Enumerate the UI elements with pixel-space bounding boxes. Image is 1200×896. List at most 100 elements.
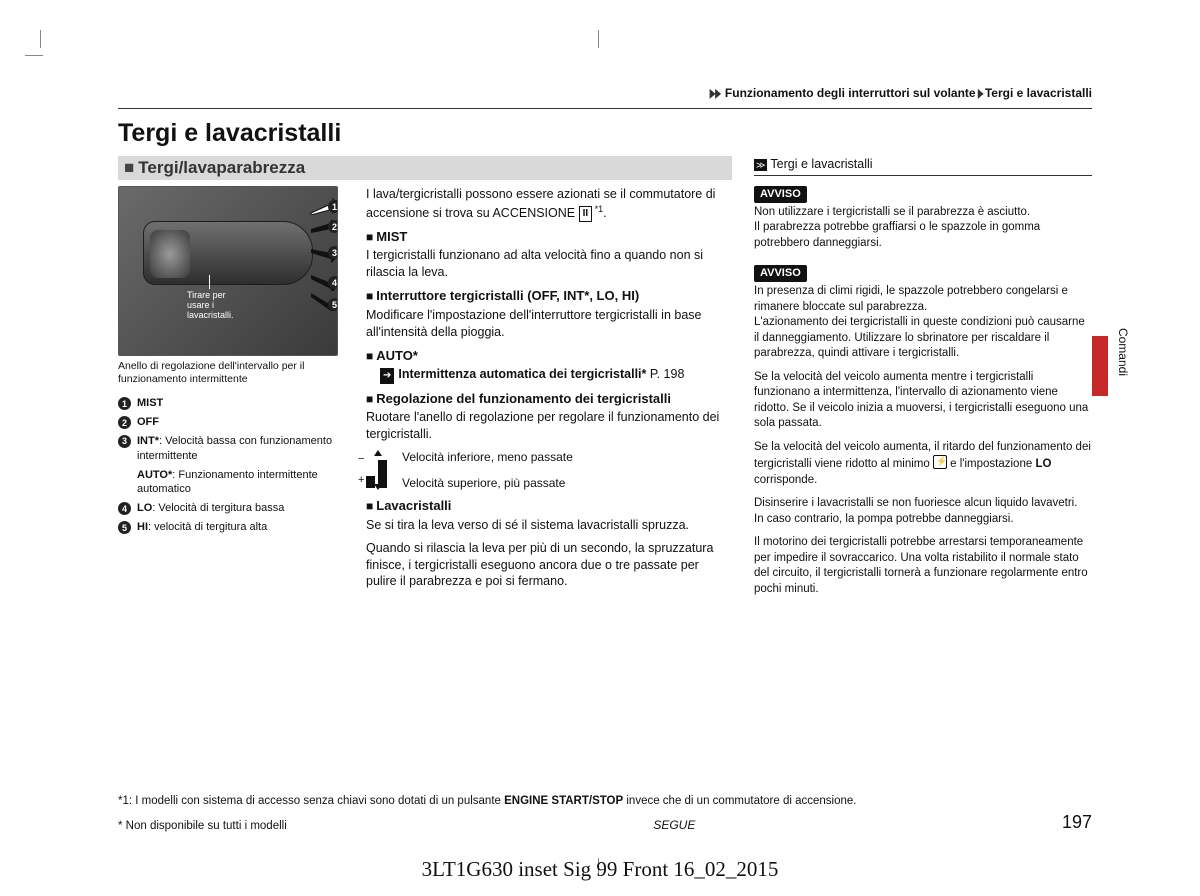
callout-badge-5: 5 [328, 298, 338, 311]
legend-bold: LO [137, 502, 152, 514]
chevron-right-icon: ▶ [977, 86, 983, 100]
square-bullet-icon: ■ [366, 289, 373, 303]
page-title: Tergi e lavacristalli [118, 119, 1092, 148]
square-bullet-icon: ■ [366, 499, 373, 513]
pull-label-l1: Tirare per [187, 290, 226, 300]
legend-row: 2OFF [118, 415, 348, 430]
pull-label-l3: lavacristalli. [187, 310, 234, 320]
chevron-right-icon: ▶▶ [710, 86, 721, 100]
diagram-column: Tirare per usare i lavacristalli. 1 2 3 [118, 186, 348, 596]
section-tab-label: Comandi [1116, 328, 1130, 376]
side-p2b: e l'impostazione [947, 458, 1036, 470]
washer-p1: Se si tira la leva verso di sé il sistem… [366, 517, 732, 534]
legend: 1MIST 2OFF 3 INT*: Velocità bassa con fun… [118, 396, 348, 535]
side-p2c: corrisponde. [754, 474, 817, 486]
divider [118, 108, 1092, 109]
badge-3: 3 [118, 435, 131, 448]
wiper-speed-icon [933, 455, 947, 469]
legend-bold: INT* [137, 435, 159, 447]
legend-row: 1MIST [118, 396, 348, 411]
square-bullet-icon: ■ [366, 392, 373, 406]
stalk-shape [143, 221, 313, 285]
crop-mark [25, 55, 43, 56]
intro-paragraph: I lava/tergicristalli possono essere azi… [366, 186, 732, 222]
auto-page-text: P. 198 [646, 367, 684, 381]
footnotes: *1: I modelli con sistema di accesso sen… [118, 794, 1092, 834]
triangle-up-icon [374, 450, 382, 456]
legend-bold: MIST [137, 397, 163, 409]
section-subhead: ■Tergi/lavaparabrezza [118, 156, 732, 180]
legend-row: 4 LO: Velocità di tergitura bassa [118, 501, 348, 516]
side-column: ≫Tergi e lavacristalli AVVISO Non utiliz… [754, 156, 1092, 605]
plus-icon: + [358, 473, 364, 488]
legend-row: 5 HI: velocità di tergitura alta [118, 520, 348, 535]
square-bullet-icon: ■ [366, 230, 373, 244]
square-bullet-icon: ■ [366, 349, 373, 363]
legend-bold: AUTO* [137, 469, 172, 481]
side-p3: Disinserire i lavacristalli se non fuori… [754, 496, 1092, 527]
regulation-paragraph: Ruotare l'anello di regolazione per rego… [366, 409, 732, 443]
wiper-stalk-diagram: Tirare per usare i lavacristalli. 1 2 3 [118, 186, 338, 356]
pull-label: Tirare per usare i lavacristalli. [187, 291, 267, 321]
triangle-down-icon [374, 484, 382, 490]
callout-badge-1: 1 [328, 200, 338, 213]
side-p4: Il motorino dei tergicristalli potrebbe … [754, 535, 1092, 597]
auto-ref-text: Intermittenza automatica dei tergicrista… [398, 367, 646, 381]
auto-heading: ■AUTO* [366, 347, 732, 365]
page-number: 197 [1062, 811, 1092, 834]
legend-text: : Velocità di tergitura bassa [152, 502, 284, 514]
print-signature: 3LT1G630 inset Sig 99 Front 16_02_2015 [0, 857, 1200, 882]
notice-badge: AVVISO [754, 186, 807, 203]
notice-1-text: Non utilizzare i tergicristalli se il pa… [754, 205, 1092, 252]
square-bullet-icon: ■ [124, 158, 134, 177]
legend-text: : Velocità bassa con funzionamento inter… [137, 435, 332, 462]
footnote-1: *1: I modelli con sistema di accesso sen… [118, 794, 1092, 809]
columns: ■Tergi/lavaparabrezza Tirare per usare i… [118, 156, 1092, 605]
section-tab [1092, 336, 1108, 396]
page-content: ▶▶Funzionamento degli interruttori sul v… [118, 86, 1092, 840]
legend-text: : velocità di tergitura alta [148, 521, 267, 533]
crop-mark [598, 30, 599, 48]
auto-crossref: ➔ Intermittenza automatica dei tergicrist… [366, 366, 732, 384]
breadcrumb-level2: Tergi e lavacristalli [985, 86, 1092, 100]
badge-4: 4 [118, 502, 131, 515]
fn1-rest: invece che di un commutatore di accensio… [623, 795, 856, 807]
minus-icon: − [358, 452, 364, 467]
side-heading-text: Tergi e lavacristalli [770, 157, 872, 171]
notice-2-text: In presenza di climi rigidi, le spazzole… [754, 284, 1092, 362]
double-chevron-icon: ≫ [754, 159, 767, 171]
auto-h-text: AUTO* [376, 348, 418, 363]
diagram-caption: Anello di regolazione dell'intervallo pe… [118, 360, 348, 386]
speed-low-label: Velocità inferiore, meno passate [402, 449, 573, 465]
segue-label: SEGUE [653, 818, 695, 834]
legend-row: 3 INT*: Velocità bassa con funzionamento … [118, 434, 348, 464]
washer-p2: Quando si rilascia la leva per più di un… [366, 540, 732, 591]
side-p1: Se la velocità del veicolo aumenta mentr… [754, 370, 1092, 432]
washer-heading: ■Lavacristalli [366, 497, 732, 515]
switch-paragraph: Modificare l'impostazione dell'interrutt… [366, 307, 732, 341]
speed-labels: Velocità inferiore, meno passate Velocit… [402, 449, 573, 491]
crossref-arrow-icon: ➔ [380, 368, 394, 384]
speed-high-label: Velocità superiore, più passate [402, 475, 573, 491]
breadcrumb: ▶▶Funzionamento degli interruttori sul v… [118, 86, 1092, 100]
badge-5: 5 [118, 521, 131, 534]
switch-h-text: Interruttore tergicristalli (OFF, INT*, … [376, 288, 639, 303]
intro-text: I lava/tergicristalli possono essere azi… [366, 187, 715, 220]
side-heading: ≫Tergi e lavacristalli [754, 156, 1092, 176]
mist-h-text: MIST [376, 229, 407, 244]
switch-heading: ■Interruttore tergicristalli (OFF, INT*,… [366, 287, 732, 305]
side-p2-lo: LO [1035, 458, 1051, 470]
notice-badge: AVVISO [754, 265, 807, 282]
legend-row: 3AUTO*: Funzionamento intermittente auto… [118, 468, 348, 498]
legend-bold: HI [137, 521, 148, 533]
reg-h-text: Regolazione del funzionamento dei tergic… [376, 391, 671, 406]
pull-label-l2: usare i [187, 300, 214, 310]
fn1-bold: ENGINE START/STOP [504, 795, 623, 807]
callout-badge-2: 2 [328, 220, 338, 233]
body-column: I lava/tergicristalli possono essere azi… [366, 186, 732, 596]
subhead-text: Tergi/lavaparabrezza [138, 158, 305, 177]
speed-icon: − + [366, 452, 388, 488]
crop-mark [40, 30, 41, 48]
speed-diagram: − + Velocità inferiore, meno passate Vel… [366, 449, 732, 491]
badge-2: 2 [118, 416, 131, 429]
